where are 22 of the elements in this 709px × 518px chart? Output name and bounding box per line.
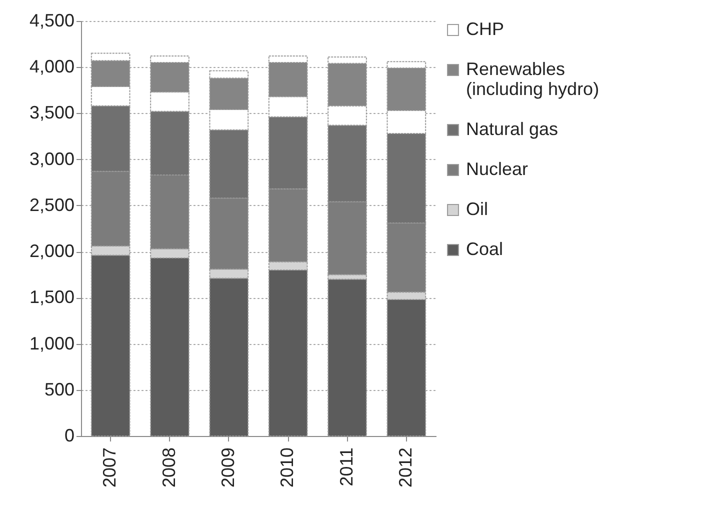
x-tick-label: 2008 [158, 448, 179, 488]
y-tick-label: 0 [64, 426, 74, 446]
legend-label: CHP [466, 19, 504, 39]
x-tick-label: 2011 [336, 448, 356, 486]
legend-label: Oil [466, 199, 488, 219]
legend-label: Natural gas [466, 119, 558, 139]
x-tick-label: 2007 [100, 448, 120, 488]
legend-label: Renewables (including hydro) [466, 59, 600, 99]
x-tick-label: 2009 [218, 448, 238, 488]
legend-label: Coal [466, 239, 504, 259]
y-tick-label: 3,500 [29, 102, 74, 123]
y-tick-label: 4,500 [29, 10, 74, 30]
y-tick-label: 4,000 [29, 56, 74, 77]
x-tick-label: 2010 [277, 448, 298, 488]
y-tick-label: 500 [44, 379, 74, 400]
y-tick-label: 2,500 [29, 194, 74, 215]
y-tick-label: 1,500 [29, 287, 74, 308]
y-tick-label: 3,000 [29, 148, 74, 169]
y-tick-label: 2,000 [29, 241, 74, 262]
y-tick-label: 1,000 [29, 333, 74, 354]
x-tick-label: 2012 [395, 448, 416, 488]
legend-label: Nuclear [466, 159, 528, 179]
